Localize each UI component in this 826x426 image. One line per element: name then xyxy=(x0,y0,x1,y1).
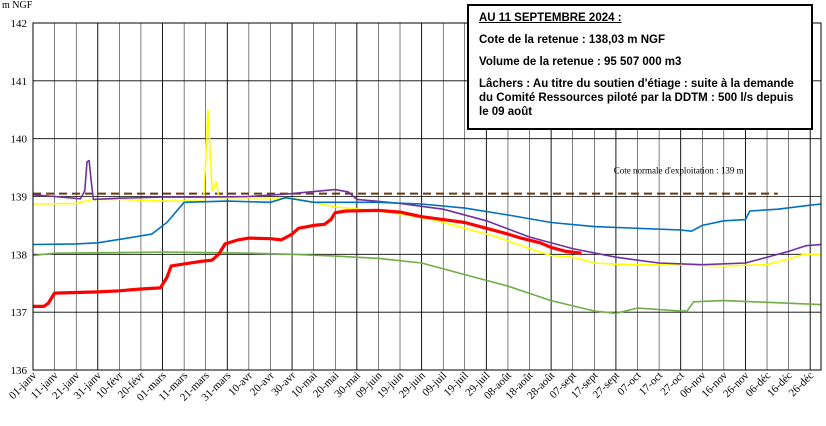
y-tick-label: 142 xyxy=(11,18,28,30)
reference-line-group: Cote normale d'exploitation : 139 m xyxy=(33,166,778,195)
info-volume: Volume de la retenue : 95 507 000 m3 xyxy=(479,56,682,68)
reference-line-label: Cote normale d'exploitation : 139 m xyxy=(614,166,744,176)
series-line-4 xyxy=(32,251,822,315)
y-tick-label: 141 xyxy=(11,76,28,88)
x-tick-label: 17-oct xyxy=(637,370,665,398)
y-tick-label: 137 xyxy=(11,307,28,319)
series-line-2 xyxy=(32,159,822,266)
series-line-1 xyxy=(32,109,821,267)
x-tick-label: 26-déc xyxy=(787,370,817,400)
plot-border xyxy=(32,22,822,371)
y-axis-unit-label: m NGF xyxy=(2,0,33,11)
series-group xyxy=(32,109,822,315)
x-tick-label: 07-oct xyxy=(615,370,643,398)
series-line-5 xyxy=(33,208,582,308)
y-tick-label: 139 xyxy=(11,192,28,204)
y-tick-label: 136 xyxy=(11,365,28,377)
info-cote: Cote de la retenue : 138,03 m NGF xyxy=(479,34,665,46)
info-box: AU 11 SEPTEMBRE 2024 : Cote de la retenu… xyxy=(467,4,813,130)
info-lachers: Lâchers : Au titre du soutien d'étiage :… xyxy=(479,78,794,118)
info-box-title: AU 11 SEPTEMBRE 2024 : xyxy=(479,12,622,24)
series-line-3 xyxy=(32,196,822,246)
y-tick-label: 140 xyxy=(11,134,28,146)
y-tick-label: 138 xyxy=(11,249,28,261)
